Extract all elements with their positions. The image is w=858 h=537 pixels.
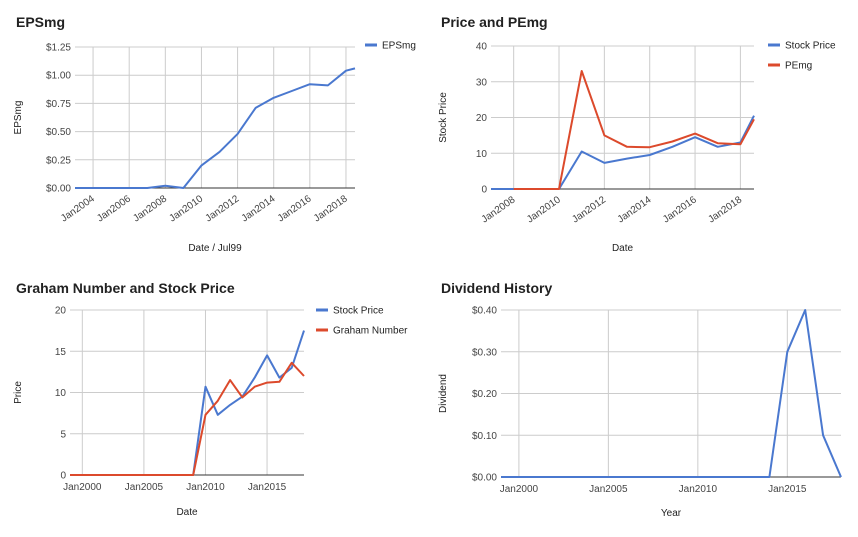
x-tick-label: Jan2012 [570, 194, 608, 225]
x-axis-label: Date / Jul99 [188, 243, 242, 254]
graham-chart-panel: Graham Number and Stock Price 0 5 10 15 20 Jan… [3, 269, 425, 534]
x-tick-label: Jan2008 [480, 194, 518, 225]
x-tick-label: Jan2000 [500, 484, 539, 495]
x-tick-label: Jan2016 [276, 193, 314, 224]
chart-svg: EPSmg $0.00 $0.25 $0.50 $0.75 $1.00 $1.25 Jan20… [13, 14, 416, 254]
y-tick-label: 20 [476, 113, 488, 124]
series-line [491, 115, 755, 190]
x-axis-label: Date [612, 243, 634, 254]
x-tick-label: Jan2005 [125, 482, 164, 493]
price-pe-chart-panel: Price and PEmg 0 10 20 30 40 Jan2008 Jan2010 Jan… [428, 3, 855, 266]
x-tick-label: Jan2012 [204, 193, 242, 224]
legend-label: PEmg [785, 61, 812, 72]
y-tick-label: 10 [476, 149, 488, 160]
legend-label: Stock Price [785, 41, 836, 52]
y-tick-label: $0.50 [46, 127, 71, 138]
x-axis-label: Year [661, 508, 682, 519]
y-tick-label: 0 [60, 471, 66, 482]
series-line [70, 330, 305, 476]
y-tick-label: $0.75 [46, 99, 71, 110]
y-tick-label: $0.25 [46, 155, 71, 166]
x-tick-label: Jan2005 [589, 484, 628, 495]
y-tick-label: 5 [60, 429, 66, 440]
chart-svg: Graham Number and Stock Price 0 5 10 15 20 Jan… [13, 280, 408, 518]
y-tick-label: $0.10 [472, 431, 497, 442]
chart-title: EPSmg [16, 14, 65, 30]
y-tick-label: $0.00 [46, 184, 71, 195]
y-axis-label: Dividend [438, 374, 449, 413]
y-axis-label: Price [13, 381, 24, 404]
y-tick-label: 10 [55, 388, 67, 399]
x-tick-label: Jan2008 [131, 193, 169, 224]
x-tick-label: Jan2018 [312, 193, 350, 224]
x-tick-label: Jan2010 [679, 484, 718, 495]
series-line [513, 70, 755, 190]
x-tick-label: Jan2004 [59, 193, 97, 224]
x-tick-label: Jan2014 [616, 194, 654, 225]
y-tick-label: 40 [476, 42, 488, 53]
y-tick-label: $0.00 [472, 473, 497, 484]
y-tick-label: $0.20 [472, 389, 497, 400]
chart-title: Dividend History [441, 280, 552, 296]
chart-title: Price and PEmg [441, 14, 548, 30]
series-line [70, 361, 305, 476]
x-tick-label: Jan2010 [525, 194, 563, 225]
y-tick-label: $0.40 [472, 306, 497, 317]
chart-svg: Dividend History $0.00 $0.10 $0.20 $0.30 $0.4… [438, 280, 842, 519]
y-tick-label: $1.25 [46, 43, 71, 54]
x-tick-label: Jan2018 [706, 194, 744, 225]
x-tick-label: Jan2010 [186, 482, 225, 493]
eps-chart-panel: EPSmg $0.00 $0.25 $0.50 $0.75 $1.00 $1.25 Jan20… [3, 3, 425, 266]
x-tick-label: Jan2000 [63, 482, 102, 493]
x-axis-label: Date [176, 507, 198, 518]
y-tick-label: 15 [55, 347, 67, 358]
y-tick-label: 30 [476, 77, 488, 88]
x-tick-label: Jan2006 [95, 193, 133, 224]
legend-label: Graham Number [333, 326, 408, 337]
legend-label: Stock Price [333, 306, 384, 317]
chart-title: Graham Number and Stock Price [16, 280, 235, 296]
y-axis-label: EPSmg [13, 101, 24, 135]
dividend-chart-panel: Dividend History $0.00 $0.10 $0.20 $0.30 $0.4… [428, 269, 855, 534]
y-axis-label: Stock Price [438, 92, 449, 143]
x-tick-label: Jan2015 [768, 484, 807, 495]
y-tick-label: 0 [481, 185, 487, 196]
legend-label: EPSmg [382, 41, 416, 52]
series-line [75, 67, 356, 189]
series-line [501, 309, 842, 478]
y-tick-label: $1.00 [46, 71, 71, 82]
x-tick-label: Jan2016 [661, 194, 699, 225]
x-tick-label: Jan2010 [167, 193, 205, 224]
x-tick-label: Jan2014 [240, 193, 278, 224]
y-tick-label: $0.30 [472, 347, 497, 358]
y-tick-label: 20 [55, 306, 67, 317]
x-tick-label: Jan2015 [248, 482, 287, 493]
